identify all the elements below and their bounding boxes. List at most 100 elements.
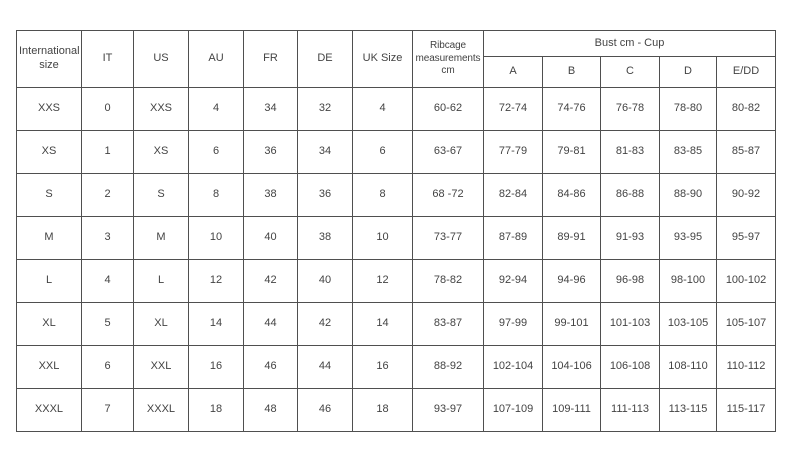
col-header-ribcage: Ribcage measurements cm — [412, 30, 484, 88]
table-cell: 78-82 — [412, 259, 484, 303]
table-row: M 3 M 10 40 38 10 73-77 87-89 89-91 91-93 93-95 95-9… — [16, 216, 776, 260]
table-cell: 40 — [297, 259, 353, 303]
table-cell: 18 — [352, 388, 413, 432]
table-cell: 100-102 — [716, 259, 776, 303]
table-row: XS 1 XS 6 36 34 6 63-67 77-79 79-81 81-83 83-85 85-8… — [16, 130, 776, 174]
table-cell: 96-98 — [600, 259, 660, 303]
table-cell: 34 — [243, 87, 298, 131]
table-cell: 74-76 — [542, 87, 601, 131]
table-cell: 103-105 — [659, 302, 717, 346]
table-cell: 92-94 — [483, 259, 543, 303]
table-cell: 3 — [81, 216, 134, 260]
table-row: XXL 6 XXL 16 46 44 16 88-92 102-104 104-106 106-10… — [16, 345, 776, 389]
table-cell: 109-111 — [542, 388, 601, 432]
table-cell: 80-82 — [716, 87, 776, 131]
table-cell: 4 — [352, 87, 413, 131]
table-cell: 95-97 — [716, 216, 776, 260]
table-cell: 94-96 — [542, 259, 601, 303]
table-cell: 8 — [188, 173, 244, 217]
table-cell: 6 — [188, 130, 244, 174]
table-cell: XS — [16, 130, 82, 174]
table-cell: 5 — [81, 302, 134, 346]
table-cell: 115-117 — [716, 388, 776, 432]
table-cell: 88-90 — [659, 173, 717, 217]
table-cell: 6 — [81, 345, 134, 389]
col-header-de: DE — [297, 30, 353, 88]
table-cell: XXS — [133, 87, 189, 131]
table-cell: 32 — [297, 87, 353, 131]
table-cell: S — [16, 173, 82, 217]
table-cell: 99-101 — [542, 302, 601, 346]
table-cell: 90-92 — [716, 173, 776, 217]
table-row: XL 5 XL 14 44 42 14 83-87 97-99 99-101 101-103 103-… — [16, 302, 776, 346]
table-cell: 73-77 — [412, 216, 484, 260]
table-cell: 79-81 — [542, 130, 601, 174]
table-cell: 101-103 — [600, 302, 660, 346]
table-cell: 16 — [352, 345, 413, 389]
table-cell: 89-91 — [542, 216, 601, 260]
table-cell: 4 — [81, 259, 134, 303]
table-cell: 82-84 — [483, 173, 543, 217]
table-cell: XXXL — [16, 388, 82, 432]
table-cell: S — [133, 173, 189, 217]
table-cell: 12 — [352, 259, 413, 303]
header-row-cups: A B C D E/DD — [17, 56, 776, 88]
table-cell: 2 — [81, 173, 134, 217]
col-header-cup-a: A — [483, 56, 543, 88]
table-cell: 16 — [188, 345, 244, 389]
table-cell: 91-93 — [600, 216, 660, 260]
table-cell: 18 — [188, 388, 244, 432]
table-cell: 42 — [297, 302, 353, 346]
table-cell: 44 — [243, 302, 298, 346]
table-cell: 78-80 — [659, 87, 717, 131]
table-cell: 1 — [81, 130, 134, 174]
col-header-au: AU — [188, 30, 244, 88]
table-cell: M — [133, 216, 189, 260]
table-cell: XL — [16, 302, 82, 346]
size-chart-table: International size IT US AU FR DE UK Siz… — [16, 30, 776, 432]
table-cell: 36 — [297, 173, 353, 217]
table-cell: 10 — [188, 216, 244, 260]
table-row: L 4 L 12 42 40 12 78-82 92-94 94-96 96-98 98-100 100… — [16, 259, 776, 303]
table-cell: 0 — [81, 87, 134, 131]
table-cell: 14 — [188, 302, 244, 346]
col-header-cup-c: C — [600, 56, 660, 88]
table-cell: 8 — [352, 173, 413, 217]
col-header-fr: FR — [243, 30, 298, 88]
table-cell: L — [16, 259, 82, 303]
table-cell: 86-88 — [600, 173, 660, 217]
table-cell: M — [16, 216, 82, 260]
table-cell: 44 — [297, 345, 353, 389]
table-row: XXS 0 XXS 4 34 32 4 60-62 72-74 74-76 76-78 78-80 80… — [16, 87, 776, 131]
table-cell: 46 — [297, 388, 353, 432]
table-cell: 48 — [243, 388, 298, 432]
table-cell: 68 -72 — [412, 173, 484, 217]
table-cell: 113-115 — [659, 388, 717, 432]
table-cell: 110-112 — [716, 345, 776, 389]
table-cell: 84-86 — [542, 173, 601, 217]
table-cell: 34 — [297, 130, 353, 174]
table-cell: XXXL — [133, 388, 189, 432]
table-cell: L — [133, 259, 189, 303]
table-cell: 42 — [243, 259, 298, 303]
table-cell: 85-87 — [716, 130, 776, 174]
table-cell: 83-87 — [412, 302, 484, 346]
col-header-cup-d: D — [659, 56, 717, 88]
table-row: S 2 S 8 38 36 8 68 -72 82-84 84-86 86-88 88-90 90-92 — [16, 173, 776, 217]
table-cell: 12 — [188, 259, 244, 303]
table-cell: XXL — [133, 345, 189, 389]
table-cell: 108-110 — [659, 345, 717, 389]
header-row-top: International size IT US AU FR DE UK Siz… — [16, 30, 776, 88]
table-cell: 88-92 — [412, 345, 484, 389]
table-cell: 106-108 — [600, 345, 660, 389]
table-cell: 36 — [243, 130, 298, 174]
table-header: International size IT US AU FR DE UK Siz… — [16, 30, 776, 88]
table-cell: 60-62 — [412, 87, 484, 131]
table-cell: 7 — [81, 388, 134, 432]
table-cell: 107-109 — [483, 388, 543, 432]
table-cell: XXS — [16, 87, 82, 131]
table-cell: XL — [133, 302, 189, 346]
table-cell: 97-99 — [483, 302, 543, 346]
table-cell: 76-78 — [600, 87, 660, 131]
